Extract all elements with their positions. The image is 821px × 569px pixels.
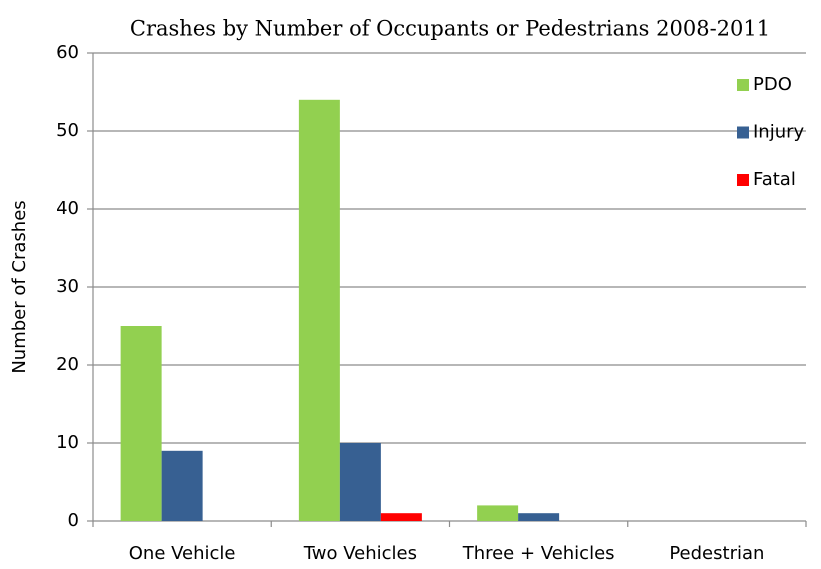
x-tick-label: Pedestrian [669, 543, 764, 564]
y-tick-label: 30 [56, 276, 79, 297]
y-tick-label: 10 [56, 432, 79, 453]
bar [161, 450, 203, 521]
x-tick-label: Three + Vehicles [462, 543, 615, 564]
x-tick-label: One Vehicle [129, 543, 236, 564]
legend-label: PDO [753, 74, 792, 95]
y-tick-label: 60 [56, 42, 79, 63]
y-tick-label: 0 [68, 510, 79, 531]
bar [380, 513, 422, 521]
legend-swatch [737, 174, 749, 186]
legend-label: Fatal [753, 169, 796, 190]
bar [518, 513, 560, 521]
bar [477, 505, 519, 521]
y-axis-label: Number of Crashes [9, 200, 30, 373]
x-tick-label: Two Vehicles [303, 543, 417, 564]
bar [120, 326, 162, 521]
chart-title: Crashes by Number of Occupants or Pedest… [130, 17, 770, 41]
bar [339, 443, 381, 521]
legend-swatch [737, 126, 749, 139]
bar [298, 99, 340, 522]
legend-swatch [737, 79, 749, 91]
y-tick-label: 40 [56, 198, 79, 219]
y-tick-label: 50 [56, 120, 79, 141]
legend-label: Injury [753, 122, 805, 143]
y-tick-label: 20 [56, 354, 79, 375]
